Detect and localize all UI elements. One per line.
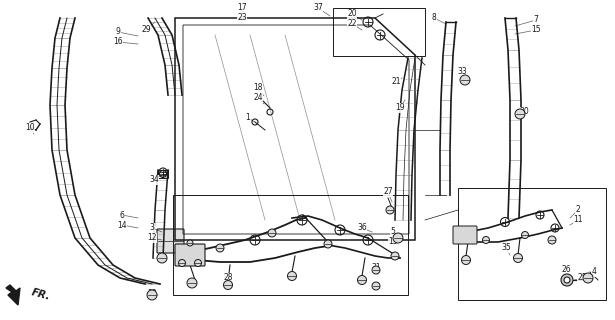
Text: 5: 5	[391, 228, 395, 236]
Circle shape	[187, 240, 193, 246]
Circle shape	[391, 252, 399, 260]
Text: 37: 37	[313, 4, 323, 12]
Text: 24: 24	[253, 93, 263, 102]
Polygon shape	[6, 285, 20, 305]
Circle shape	[194, 260, 202, 267]
Circle shape	[178, 260, 186, 267]
Circle shape	[393, 233, 403, 243]
Circle shape	[483, 236, 490, 244]
Circle shape	[157, 253, 167, 263]
Text: 17: 17	[237, 4, 247, 12]
FancyBboxPatch shape	[453, 226, 477, 244]
Circle shape	[216, 244, 224, 252]
Text: 16: 16	[113, 37, 123, 46]
Text: 31: 31	[371, 263, 381, 273]
Circle shape	[187, 278, 197, 288]
Text: 21: 21	[391, 77, 401, 86]
Circle shape	[461, 255, 470, 265]
Text: 20: 20	[347, 10, 357, 19]
Text: 1: 1	[245, 114, 250, 123]
Text: 9: 9	[116, 28, 121, 36]
Text: 23: 23	[237, 13, 247, 22]
Text: 30: 30	[519, 108, 529, 116]
Text: 28: 28	[223, 274, 232, 283]
Text: 29: 29	[141, 26, 151, 35]
Text: 35: 35	[501, 244, 511, 252]
Text: 7: 7	[534, 15, 539, 25]
Text: 6: 6	[119, 211, 124, 220]
Text: 3: 3	[149, 223, 154, 233]
Text: 36: 36	[357, 223, 367, 233]
Text: 4: 4	[592, 268, 597, 276]
Bar	[458, 188, 606, 300]
Text: 14: 14	[117, 220, 127, 229]
Circle shape	[372, 282, 380, 290]
Circle shape	[522, 231, 528, 238]
FancyBboxPatch shape	[175, 244, 205, 266]
Text: 8: 8	[432, 13, 437, 22]
Circle shape	[548, 236, 556, 244]
Text: FR.: FR.	[30, 287, 51, 302]
Text: 10: 10	[25, 124, 35, 132]
Circle shape	[324, 240, 332, 248]
Circle shape	[583, 273, 593, 283]
Text: 12: 12	[147, 234, 157, 243]
Text: 25: 25	[577, 274, 587, 283]
Text: 18: 18	[253, 84, 263, 92]
Text: 34: 34	[149, 175, 159, 185]
Circle shape	[372, 266, 380, 274]
Circle shape	[386, 206, 394, 214]
Bar	[158, 170, 168, 178]
Circle shape	[564, 277, 570, 283]
Circle shape	[514, 253, 523, 262]
Circle shape	[561, 274, 573, 286]
Circle shape	[147, 290, 157, 300]
Text: 22: 22	[347, 20, 357, 28]
Text: 13: 13	[388, 237, 398, 246]
Text: 19: 19	[395, 103, 405, 113]
Text: 27: 27	[383, 188, 393, 196]
Text: 2: 2	[576, 205, 581, 214]
Circle shape	[268, 229, 276, 237]
Circle shape	[460, 75, 470, 85]
Bar	[173, 195, 408, 295]
Circle shape	[223, 281, 232, 290]
Circle shape	[287, 271, 296, 281]
Circle shape	[357, 276, 367, 284]
Text: 15: 15	[531, 26, 541, 35]
FancyBboxPatch shape	[157, 229, 184, 253]
Text: 26: 26	[561, 266, 571, 275]
Text: 11: 11	[573, 215, 583, 225]
Bar	[333, 8, 425, 56]
Text: 32: 32	[147, 290, 157, 299]
Text: 33: 33	[457, 68, 467, 76]
Circle shape	[515, 109, 525, 119]
